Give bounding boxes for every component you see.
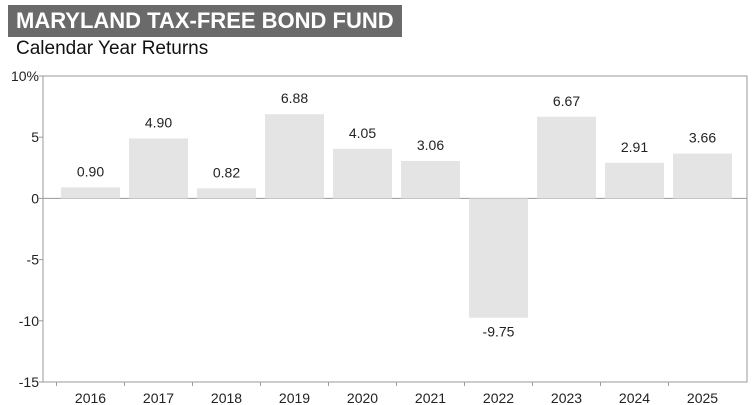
data-label: 2.91 (621, 139, 648, 155)
x-tick-label: 2025 (687, 390, 718, 405)
y-tick-label: -10 (19, 313, 39, 329)
data-label: 6.67 (553, 93, 580, 109)
x-tick-label: 2022 (483, 390, 514, 405)
data-label: 3.06 (417, 137, 444, 153)
x-tick-label: 2023 (551, 390, 582, 405)
data-label: -9.75 (483, 324, 515, 340)
x-tick-label: 2024 (619, 390, 650, 405)
y-tick-label: 5 (31, 129, 39, 145)
bar (537, 116, 596, 199)
data-label: 4.05 (349, 125, 376, 141)
bar (333, 148, 392, 199)
x-tick-label: 2017 (143, 390, 174, 405)
bar (197, 188, 256, 199)
chart-subtitle: Calendar Year Returns (16, 38, 209, 59)
bar (605, 162, 664, 199)
bar (265, 114, 324, 199)
y-tick-label: 10% (11, 68, 39, 84)
x-tick-label: 2018 (211, 390, 242, 405)
x-tick-label: 2019 (279, 390, 310, 405)
bar (129, 138, 188, 199)
chart-title: MARYLAND TAX-FREE BOND FUND (8, 5, 402, 37)
data-label: 6.88 (281, 90, 308, 106)
data-label: 4.90 (145, 114, 172, 130)
bar (469, 198, 528, 318)
data-label: 3.66 (689, 130, 716, 146)
bar (61, 187, 120, 199)
data-label: 0.90 (77, 163, 104, 179)
y-tick-label: -5 (27, 252, 40, 268)
x-tick-label: 2020 (347, 390, 378, 405)
y-tick-label: 0 (31, 190, 39, 206)
bar (401, 160, 460, 199)
x-tick-label: 2021 (415, 390, 446, 405)
data-label: 0.82 (213, 164, 240, 180)
y-tick-label: -15 (19, 374, 39, 390)
bar (673, 153, 732, 199)
plot-frame (42, 75, 748, 383)
x-tick-label: 2016 (75, 390, 106, 405)
